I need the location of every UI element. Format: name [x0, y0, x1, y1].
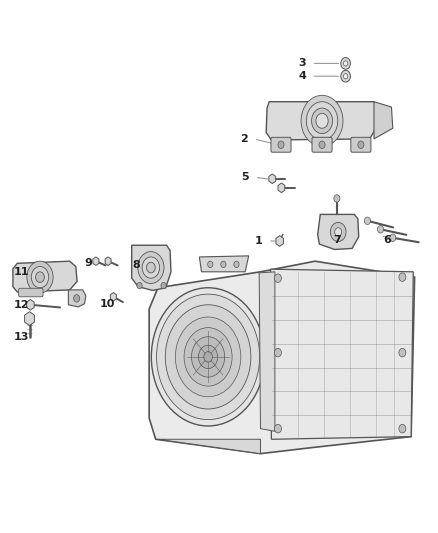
Circle shape [142, 257, 159, 278]
Circle shape [399, 424, 406, 433]
Circle shape [399, 349, 406, 357]
Circle shape [378, 225, 384, 233]
Circle shape [316, 114, 328, 128]
Polygon shape [271, 269, 413, 439]
FancyBboxPatch shape [18, 288, 43, 297]
Circle shape [335, 228, 342, 236]
Polygon shape [105, 257, 111, 265]
Circle shape [311, 108, 332, 134]
Circle shape [275, 349, 282, 357]
Polygon shape [93, 257, 99, 265]
Circle shape [184, 328, 232, 386]
Circle shape [319, 141, 325, 149]
Text: 9: 9 [84, 259, 92, 268]
Circle shape [208, 261, 213, 268]
Polygon shape [68, 290, 86, 307]
Circle shape [306, 102, 338, 140]
Text: 5: 5 [241, 172, 249, 182]
FancyBboxPatch shape [271, 138, 291, 152]
Circle shape [147, 262, 155, 273]
Circle shape [156, 294, 260, 419]
Circle shape [175, 317, 241, 397]
Circle shape [234, 261, 239, 268]
Text: 12: 12 [14, 300, 29, 310]
Circle shape [31, 266, 49, 288]
Text: 7: 7 [333, 235, 341, 245]
Circle shape [364, 217, 371, 224]
Polygon shape [318, 214, 359, 249]
Circle shape [341, 70, 350, 82]
Circle shape [343, 61, 348, 66]
Circle shape [334, 195, 340, 202]
Circle shape [165, 305, 251, 409]
Circle shape [390, 234, 396, 241]
Circle shape [275, 424, 282, 433]
Circle shape [341, 58, 350, 69]
Circle shape [138, 252, 164, 284]
Circle shape [35, 272, 44, 282]
Circle shape [204, 352, 212, 362]
Circle shape [399, 273, 406, 281]
Circle shape [301, 95, 343, 147]
Polygon shape [149, 261, 415, 454]
Polygon shape [199, 256, 249, 272]
Circle shape [198, 345, 218, 368]
Circle shape [27, 261, 53, 293]
Circle shape [343, 74, 348, 79]
Polygon shape [13, 261, 77, 292]
Text: 2: 2 [240, 134, 248, 144]
Circle shape [151, 288, 265, 426]
Polygon shape [278, 183, 285, 192]
Polygon shape [158, 439, 261, 454]
Text: 4: 4 [298, 71, 306, 81]
Circle shape [275, 274, 282, 282]
Circle shape [330, 222, 346, 241]
Polygon shape [374, 102, 393, 139]
FancyBboxPatch shape [312, 138, 332, 152]
Text: 10: 10 [100, 298, 115, 309]
Text: 8: 8 [132, 261, 140, 270]
Circle shape [161, 282, 166, 289]
Polygon shape [276, 236, 283, 246]
Text: 11: 11 [14, 267, 29, 277]
Polygon shape [27, 300, 34, 310]
FancyBboxPatch shape [351, 138, 371, 152]
Circle shape [74, 295, 80, 302]
Polygon shape [25, 312, 35, 326]
Circle shape [221, 261, 226, 268]
Polygon shape [266, 102, 376, 140]
Circle shape [358, 141, 364, 149]
Circle shape [137, 282, 142, 289]
Circle shape [278, 141, 284, 149]
Text: 1: 1 [254, 236, 262, 246]
Polygon shape [259, 272, 275, 431]
Text: 3: 3 [298, 59, 306, 68]
Text: 6: 6 [383, 235, 391, 245]
Circle shape [191, 337, 225, 377]
Text: 13: 13 [14, 332, 29, 342]
Polygon shape [110, 293, 117, 301]
Polygon shape [269, 174, 276, 183]
Polygon shape [132, 245, 171, 290]
